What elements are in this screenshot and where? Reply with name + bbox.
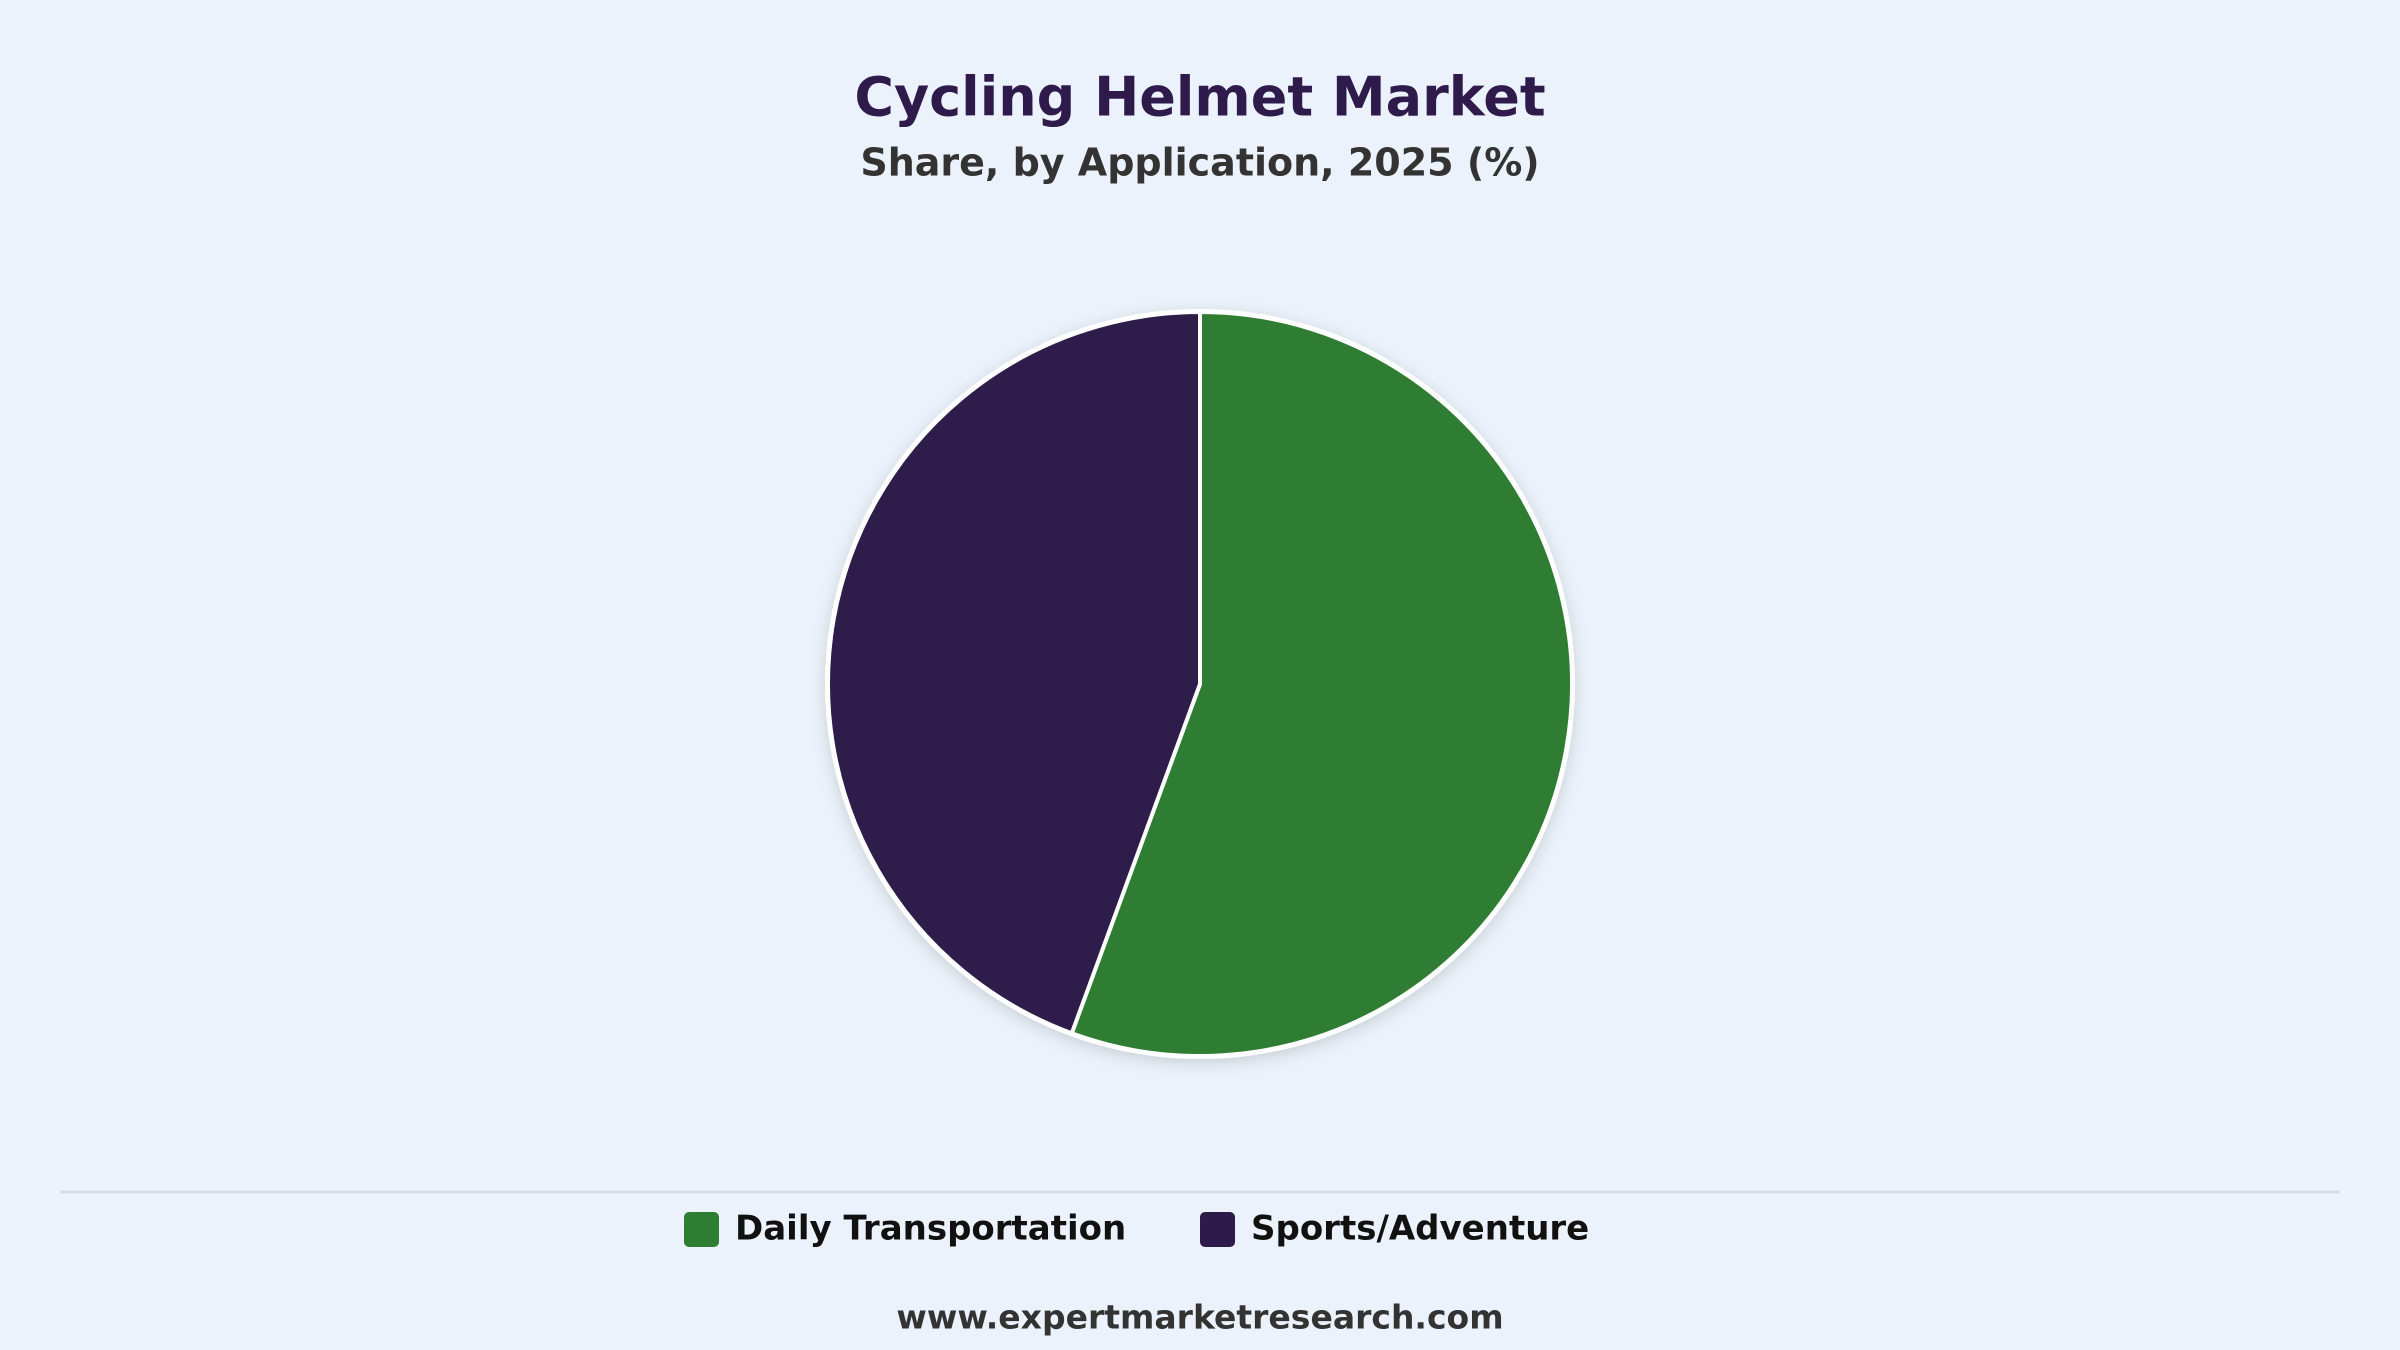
pie-slice xyxy=(1069,310,1574,1058)
legend-label: Daily Transportation xyxy=(735,1209,1126,1249)
pie-slice xyxy=(826,310,1202,1036)
chart-subtitle: Share, by Application, 2025 (%) xyxy=(860,141,1539,185)
pie xyxy=(825,309,1575,1059)
legend-swatch xyxy=(1200,1212,1235,1247)
source: www.expertmarketresearch.com xyxy=(896,1298,1503,1337)
legend: Daily Transportation Sports/Adventure xyxy=(684,1209,1589,1249)
chart-title: Cycling Helmet Market xyxy=(854,66,1545,129)
legend-label: Sports/Adventure xyxy=(1251,1209,1589,1249)
legend-swatch xyxy=(684,1212,719,1247)
